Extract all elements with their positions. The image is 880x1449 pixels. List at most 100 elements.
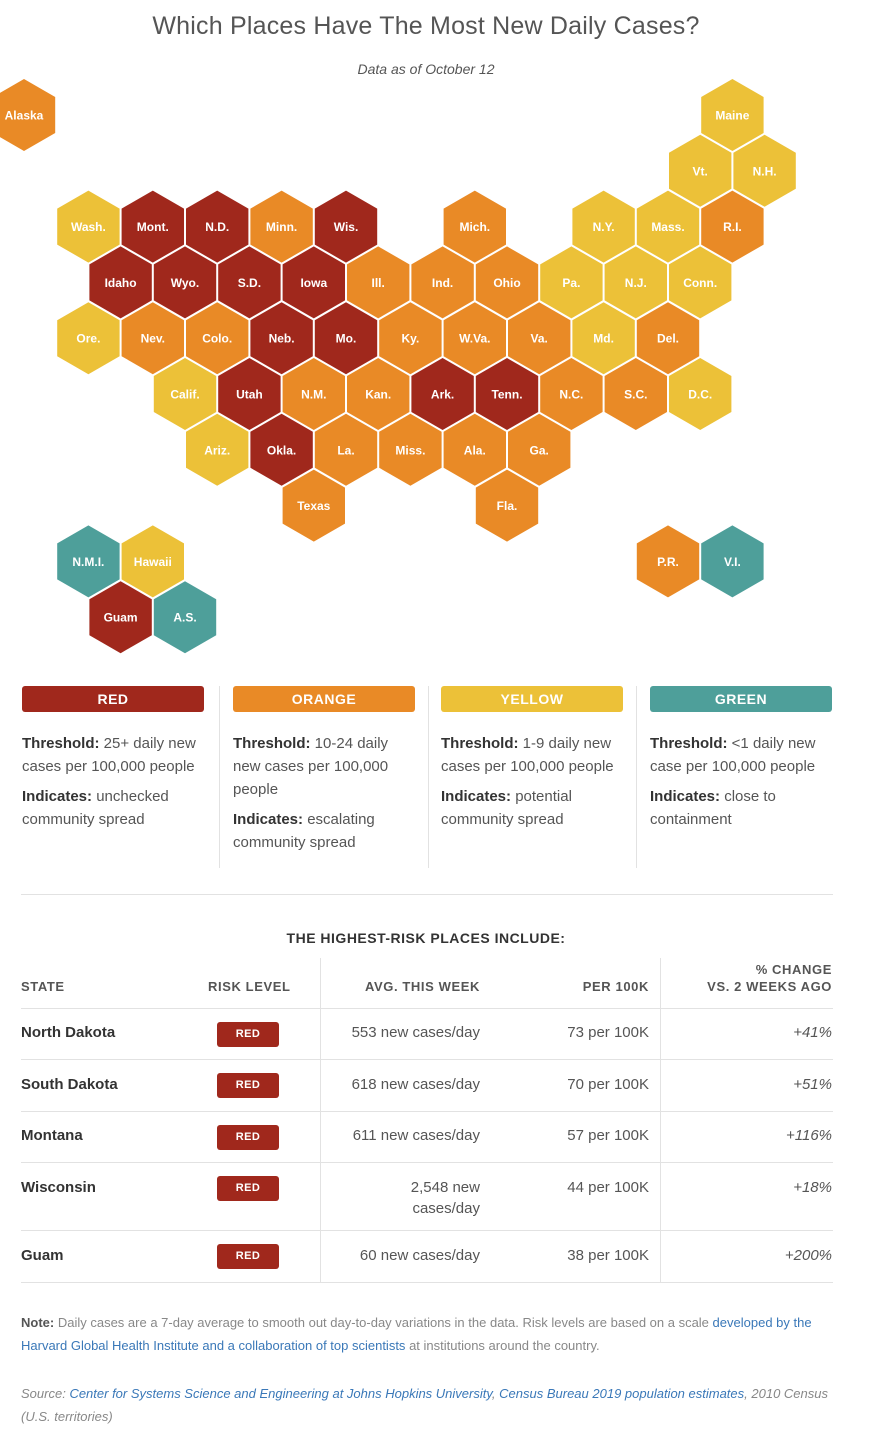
hex-tile-shape [411, 358, 474, 430]
hex-tile-shape [508, 302, 571, 375]
hex-tile: Fla. [475, 469, 539, 542]
source-link-census[interactable]: Census Bureau 2019 population estimates [499, 1386, 745, 1401]
hex-tile-shape [636, 302, 700, 375]
hex-tile-shape [540, 246, 603, 319]
hex-tile-label: N.M.I. [72, 555, 104, 569]
hex-tile: Vt. [669, 134, 732, 207]
hex-tile-label: Ark. [431, 388, 454, 402]
hex-tile-label: N.M. [301, 388, 326, 402]
hex-tile-label: Kan. [365, 388, 391, 402]
cell-avg-line2: cases/day [412, 1200, 480, 1217]
cell-avg-line1: 2,548 new [410, 1179, 480, 1196]
hex-tile: Ind. [411, 246, 474, 319]
table-title: THE HIGHEST-RISK PLACES INCLUDE: [286, 930, 566, 946]
hex-tile-shape [250, 302, 313, 375]
hex-tile-shape [475, 246, 539, 319]
hex-tile: N.J. [604, 246, 667, 319]
hex-tile: Ala. [443, 413, 506, 486]
hex-tile-label: Calif. [170, 388, 199, 402]
legend-divider [636, 686, 637, 868]
cell-per-100k: 73 per 100K [567, 1024, 649, 1041]
hex-tile-map: Alaska Maine Vt. N.H. Wash. Mont. N.D. Minn. Wis… [0, 79, 796, 654]
hex-tile-shape [121, 525, 184, 598]
hex-tile: Ore. [57, 302, 120, 375]
hex-tile-shape [669, 134, 732, 207]
cell-state: Wisconsin [21, 1179, 96, 1196]
hex-tile-label: Fla. [497, 499, 518, 513]
hex-tile-label: Ala. [464, 443, 486, 457]
hex-tile: V.I. [701, 525, 764, 598]
hex-tile-shape [508, 413, 571, 486]
note-label: Note: [21, 1315, 55, 1330]
hex-tile-shape [636, 190, 700, 263]
hex-tile: P.R. [636, 525, 700, 598]
hex-tile: Ky. [379, 302, 442, 375]
hex-tile: Mass. [636, 190, 700, 263]
hex-tile: Miss. [379, 413, 442, 486]
hex-tile-label: Wis. [334, 220, 359, 234]
header-change-line2: VS. 2 WEEKS AGO [707, 979, 832, 994]
hex-tile: Kan. [347, 358, 410, 430]
hex-tile-shape [636, 525, 700, 598]
hex-tile: Guam [89, 581, 152, 654]
hex-tile-shape [347, 358, 410, 430]
hex-tile-label: Ky. [402, 332, 420, 346]
hex-tile: Md. [572, 302, 635, 375]
note-link[interactable]: developed by the Harvard Global Health I… [21, 1315, 812, 1353]
hex-tile: Okla. [250, 413, 313, 486]
hex-tile-shape [572, 190, 635, 263]
legend-yellow: YELLOW Threshold: 1-9 daily new cases pe… [441, 686, 623, 838]
hex-tile-label: N.J. [625, 276, 647, 290]
cell-avg: 60 new cases/day [359, 1247, 480, 1264]
hex-tile-shape [250, 413, 313, 486]
hex-tile-shape [701, 525, 764, 598]
header-per-100k: PER 100K [582, 979, 649, 994]
hex-tile-shape [379, 413, 442, 486]
hex-tile-shape [89, 581, 152, 654]
hex-tile: S.C. [604, 358, 667, 430]
hex-tile-label: N.C. [559, 388, 583, 402]
hex-tile: A.S. [153, 581, 217, 654]
hex-tile: Alaska [0, 79, 56, 151]
header-avg-this-week: AVG. THIS WEEK [364, 979, 480, 994]
hex-tile-label: W.Va. [459, 332, 490, 346]
hex-tile-shape [186, 413, 249, 486]
hex-tile-shape [701, 79, 764, 151]
hex-tile-label: Md. [593, 332, 614, 346]
row-divider [21, 1162, 833, 1163]
hex-tile-label: La. [337, 443, 354, 457]
legend-orange: ORANGE Threshold: 10-24 daily new cases … [233, 686, 415, 861]
hex-tile-label: Conn. [683, 276, 717, 290]
risk-badge: RED [217, 1176, 279, 1201]
hex-tile: Del. [636, 302, 700, 375]
hex-tile-label: Del. [657, 332, 679, 346]
hex-tile-shape [250, 190, 313, 263]
legend-indicates-label: Indicates: [441, 788, 512, 805]
hex-tile-shape [572, 302, 635, 375]
hex-tile-shape [121, 190, 184, 263]
row-divider [21, 1059, 833, 1060]
source-note: Source: Center for Systems Science and E… [21, 1382, 836, 1428]
source-link-jhu[interactable]: Center for Systems Science and Engineeri… [69, 1386, 492, 1401]
hex-tile-label: Wyo. [171, 276, 199, 290]
legend-threshold-label: Threshold: [441, 735, 519, 752]
hex-tile-shape [186, 302, 249, 375]
hex-tile-shape [314, 413, 378, 486]
hex-tile-shape [218, 358, 281, 430]
hex-tile-label: Iowa [300, 276, 327, 290]
legend-badge-yellow: YELLOW [441, 686, 623, 712]
hex-tile-label: Va. [531, 332, 548, 346]
legend-indicates-label: Indicates: [650, 788, 721, 805]
risk-legend: RED Threshold: 25+ daily new cases per 1… [22, 686, 832, 868]
source-separator: , [491, 1386, 496, 1401]
row-divider [21, 1008, 833, 1009]
hex-tile: Ohio [475, 246, 539, 319]
legend-red: RED Threshold: 25+ daily new cases per 1… [22, 686, 204, 838]
hex-tile: N.C. [540, 358, 603, 430]
legend-threshold-orange: 10-24 daily new cases per 100,000 people [233, 735, 389, 798]
hex-tile: Wash. [57, 190, 120, 263]
cell-per-100k: 38 per 100K [567, 1247, 649, 1264]
hex-tile-shape [57, 190, 120, 263]
hex-tile-label: Mont. [137, 220, 169, 234]
row-divider [21, 1230, 833, 1231]
